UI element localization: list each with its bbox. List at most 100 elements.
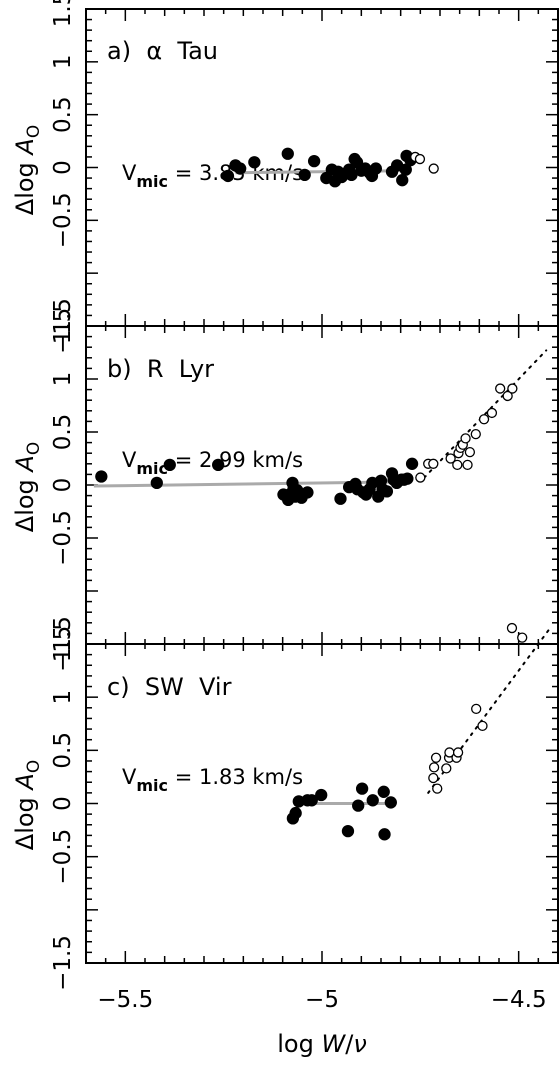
data-point-filled: [396, 174, 409, 187]
data-point-filled: [305, 794, 318, 807]
data-point-filled: [334, 492, 347, 505]
data-point-open: [495, 383, 506, 394]
data-point-filled: [150, 476, 163, 490]
data-point-open: [430, 752, 442, 763]
data-point-open: [478, 414, 490, 425]
y-axis-title-var: A: [11, 138, 39, 156]
y-tick-label: −0.5: [50, 829, 76, 885]
y-axis-title-delta: Δlog: [11, 472, 39, 533]
data-point-filled: [234, 162, 247, 175]
data-point-open: [432, 783, 443, 794]
x-tick-label: −4.5: [491, 987, 547, 1013]
data-point-filled: [399, 163, 412, 176]
data-point-filled: [307, 155, 321, 168]
y-axis-title: Δlog AO: [11, 125, 44, 215]
data-point-open: [460, 433, 471, 444]
data-point-open: [486, 407, 498, 419]
data-point-open: [452, 747, 464, 758]
y-tick-label: −1.5: [50, 616, 76, 672]
vmic-symbol: V: [122, 161, 137, 185]
data-point-filled: [301, 486, 314, 499]
y-tick-label: 1: [50, 372, 76, 387]
y-tick-label: −1.5: [50, 935, 76, 991]
data-point-filled: [377, 785, 390, 798]
data-point-filled: [384, 796, 397, 809]
data-point-open: [414, 153, 426, 165]
data-point-filled: [369, 162, 383, 175]
y-axis-title-var: A: [11, 455, 39, 473]
y-tick-label: −0.5: [50, 510, 76, 566]
x-tick-label: −5: [305, 987, 339, 1013]
data-point-filled: [281, 147, 294, 160]
data-point-filled: [352, 799, 365, 812]
y-tick-label: −1.5: [50, 298, 76, 354]
svg-text:Δlog AO: Δlog AO: [11, 760, 44, 850]
data-point-filled: [221, 169, 235, 183]
data-point-filled: [355, 782, 369, 795]
y-tick-label: 0.5: [50, 414, 76, 451]
x-axis-title-nu: ν: [353, 1030, 366, 1058]
svg-text:Δlog AO: Δlog AO: [11, 125, 44, 215]
data-point-open: [477, 720, 488, 732]
y-tick-label: 1.5: [50, 0, 76, 27]
x-axis-title: log W/ν: [277, 1030, 366, 1058]
vmic-symbol: V: [122, 765, 137, 789]
data-point-open: [464, 446, 476, 458]
y-tick-label: 1.5: [50, 308, 76, 345]
panel-label: b) R Lyr: [107, 355, 214, 383]
data-point-filled: [315, 788, 328, 802]
y-tick-label: 0.5: [50, 96, 76, 133]
y-tick-label: 0: [50, 796, 76, 811]
data-point-open: [445, 453, 456, 464]
x-axis-title-slash: /: [345, 1030, 354, 1058]
data-point-open: [517, 632, 528, 643]
y-axis-title-delta: Δlog: [11, 155, 39, 216]
vmic-subscript: mic: [136, 459, 168, 478]
vmic-value: = 2.99 km/s: [168, 448, 303, 472]
data-point-open: [470, 428, 481, 440]
data-point-open: [507, 383, 518, 394]
data-point-filled: [380, 485, 394, 498]
data-point-open: [415, 472, 426, 483]
y-axis-title-sub: O: [24, 760, 44, 773]
data-point-open: [471, 703, 482, 715]
data-point-open: [462, 459, 473, 471]
y-axis-title-sub: O: [24, 125, 44, 138]
vmic-subscript: mic: [136, 172, 168, 191]
vmic-label: Vmic = 3.85 km/s: [122, 161, 303, 191]
y-axis-title: Δlog AO: [11, 442, 44, 532]
data-point-filled: [212, 458, 225, 472]
data-point-open: [428, 762, 440, 773]
data-point-open: [428, 772, 439, 784]
vmic-label: Vmic = 1.83 km/s: [122, 765, 303, 795]
panel-label: c) SW Vir: [107, 673, 232, 701]
y-tick-label: 1.5: [50, 626, 76, 663]
data-point-filled: [366, 794, 379, 807]
svg-text:Δlog AO: Δlog AO: [11, 442, 44, 532]
data-point-open: [428, 163, 439, 174]
data-point-open: [506, 622, 518, 634]
y-tick-label: 0.5: [50, 732, 76, 769]
vmic-subscript: mic: [136, 776, 168, 795]
vmic-value: = 1.83 km/s: [168, 765, 303, 789]
y-tick-label: −0.5: [50, 192, 76, 248]
data-point-filled: [95, 470, 108, 483]
trend-line: [423, 349, 548, 479]
x-axis-title-prefix: log: [277, 1030, 321, 1058]
data-point-filled: [289, 806, 302, 820]
data-point-filled: [248, 156, 261, 169]
y-tick-label: 0: [50, 160, 76, 175]
panel-a: a) α Tau Vmic = 3.85 km/s Δlog AO −1.5 −0…: [11, 0, 559, 354]
vmic-label: Vmic = 2.99 km/s: [122, 448, 303, 478]
panel-b: b) R Lyr Vmic = 2.99 km/s Δlog AO −1.5 −0…: [11, 308, 559, 672]
data-point-filled: [401, 472, 414, 485]
y-tick-label: 1: [50, 55, 76, 70]
x-tick-label: −5.5: [97, 987, 153, 1013]
vmic-symbol: V: [122, 448, 137, 472]
y-axis-title-var: A: [11, 773, 39, 791]
panel-c: c) SW Vir Vmic = 1.83 km/s Δlog AO −1.5−…: [11, 622, 559, 1013]
data-point-filled: [341, 824, 355, 838]
y-tick-label: 1: [50, 690, 76, 705]
data-point-open: [428, 458, 439, 469]
